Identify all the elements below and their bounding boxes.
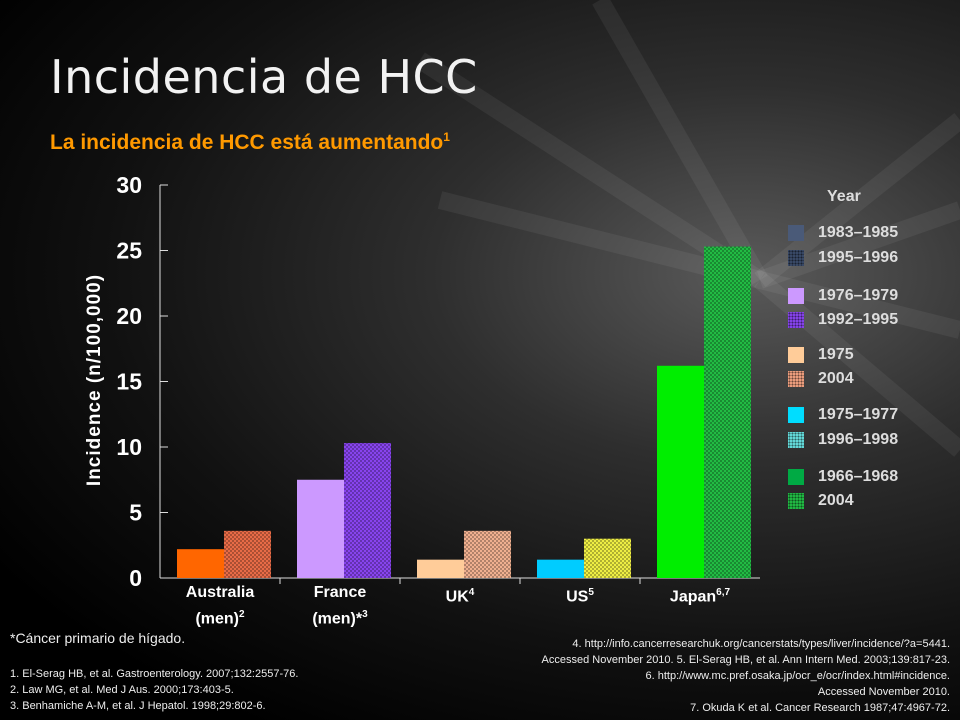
- legend-label: 1983–1985: [818, 224, 899, 241]
- legend-swatch: [788, 371, 804, 387]
- bar-us-1975-1977: [537, 559, 584, 578]
- legend-label: 1966–1968: [818, 468, 899, 485]
- page-title: Incidencia de HCC: [50, 50, 478, 104]
- legend-title: Year: [827, 188, 861, 205]
- subtitle-text: La incidencia de HCC está aumentando: [50, 131, 444, 154]
- legend-label: 1975: [818, 346, 854, 363]
- y-tick-label-20: 20: [116, 303, 142, 329]
- legend-label: 2004: [818, 492, 854, 509]
- y-tick-label-10: 10: [116, 434, 142, 460]
- legend-swatch: [788, 469, 804, 485]
- bar-pattern-uk-2004: [464, 530, 511, 578]
- x-tick-label-us: US5: [520, 582, 640, 608]
- legend-swatch: [788, 288, 804, 304]
- legend-swatch: [788, 312, 804, 328]
- reference-4: 4. http://info.cancerresearchuk.org/canc…: [572, 638, 950, 650]
- legend-label: 1992–1995: [818, 311, 899, 328]
- reference-4-5: Accessed November 2010. 5. El-Serag HB, …: [541, 654, 950, 666]
- bar-pattern-japan-2004: [704, 246, 751, 578]
- reference-6: 6. http://www.mc.pref.osaka.jp/ocr_e/ocr…: [645, 670, 950, 682]
- x-tick-label-australia: Australia (men)2: [160, 582, 280, 630]
- legend-swatch: [788, 407, 804, 423]
- bar-australia-men-1983-1985: [177, 549, 224, 578]
- references-left: 1. El-Serag HB, et al. Gastroenterology.…: [10, 666, 298, 714]
- category-name: US5: [566, 587, 594, 606]
- y-axis-label: Incidence (n/100,000): [84, 274, 105, 486]
- legend-swatch: [788, 250, 804, 266]
- legend-label: 2004: [818, 370, 854, 387]
- category-qualifier: (men)*3: [312, 609, 368, 628]
- bar-japan-1966-1968: [657, 365, 704, 578]
- reference-3: 3. Benhamiche A-M, et al. J Hepatol. 199…: [10, 700, 266, 712]
- category-reference: 2: [239, 609, 245, 620]
- reference-7: 7. Okuda K et al. Cancer Research 1987;4…: [690, 702, 950, 714]
- references-right: 4. http://info.cancerresearchuk.org/canc…: [450, 636, 950, 716]
- legend-label: 1995–1996: [818, 249, 899, 266]
- legend-swatch: [788, 432, 804, 448]
- y-tick-label-15: 15: [116, 369, 142, 395]
- category-name: Japan6,7: [669, 587, 731, 606]
- category-reference: 3: [362, 609, 368, 620]
- footnote: *Cáncer primario de hígado.: [10, 630, 186, 646]
- bar-uk-1975: [417, 559, 464, 578]
- legend-label: 1975–1977: [818, 406, 899, 423]
- category-qualifier: (men)2: [195, 609, 245, 628]
- category-name: Australia: [185, 584, 255, 601]
- y-tick-label-25: 25: [116, 238, 142, 264]
- bar-france-men-1976-1979: [297, 479, 344, 578]
- category-reference: 6,7: [716, 587, 731, 598]
- legend-label: 1976–1979: [818, 287, 899, 304]
- y-tick-label-0: 0: [129, 565, 142, 591]
- reference-6-accessed: Accessed November 2010.: [817, 686, 950, 698]
- reference-1: 1. El-Serag HB, et al. Gastroenterology.…: [10, 668, 299, 680]
- x-tick-label-uk: UK4: [400, 582, 520, 608]
- category-name: UK4: [445, 587, 475, 606]
- legend-swatch: [788, 347, 804, 363]
- bar-pattern-us-1996-1998: [584, 538, 631, 578]
- category-name: France: [313, 584, 367, 601]
- x-tick-label-japan: Japan6,7: [640, 582, 760, 608]
- bar-pattern-australia-men-1995-1996: [224, 530, 271, 578]
- bar-pattern-france-men-1992-1995: [344, 443, 391, 578]
- y-tick-label-5: 5: [129, 500, 142, 526]
- subtitle-reference: 1: [443, 130, 450, 144]
- y-tick-label-30: 30: [116, 172, 142, 198]
- legend-swatch: [788, 493, 804, 509]
- legend-label: 1996–1998: [818, 431, 899, 448]
- reference-2: 2. Law MG, et al. Med J Aus. 2000;173:40…: [10, 684, 234, 696]
- category-reference: 4: [468, 587, 475, 598]
- legend-swatch: [788, 225, 804, 241]
- page-subtitle: La incidencia de HCC está aumentando1: [50, 130, 450, 155]
- category-reference: 5: [588, 587, 594, 598]
- x-tick-label-france: France (men)*3: [280, 582, 400, 630]
